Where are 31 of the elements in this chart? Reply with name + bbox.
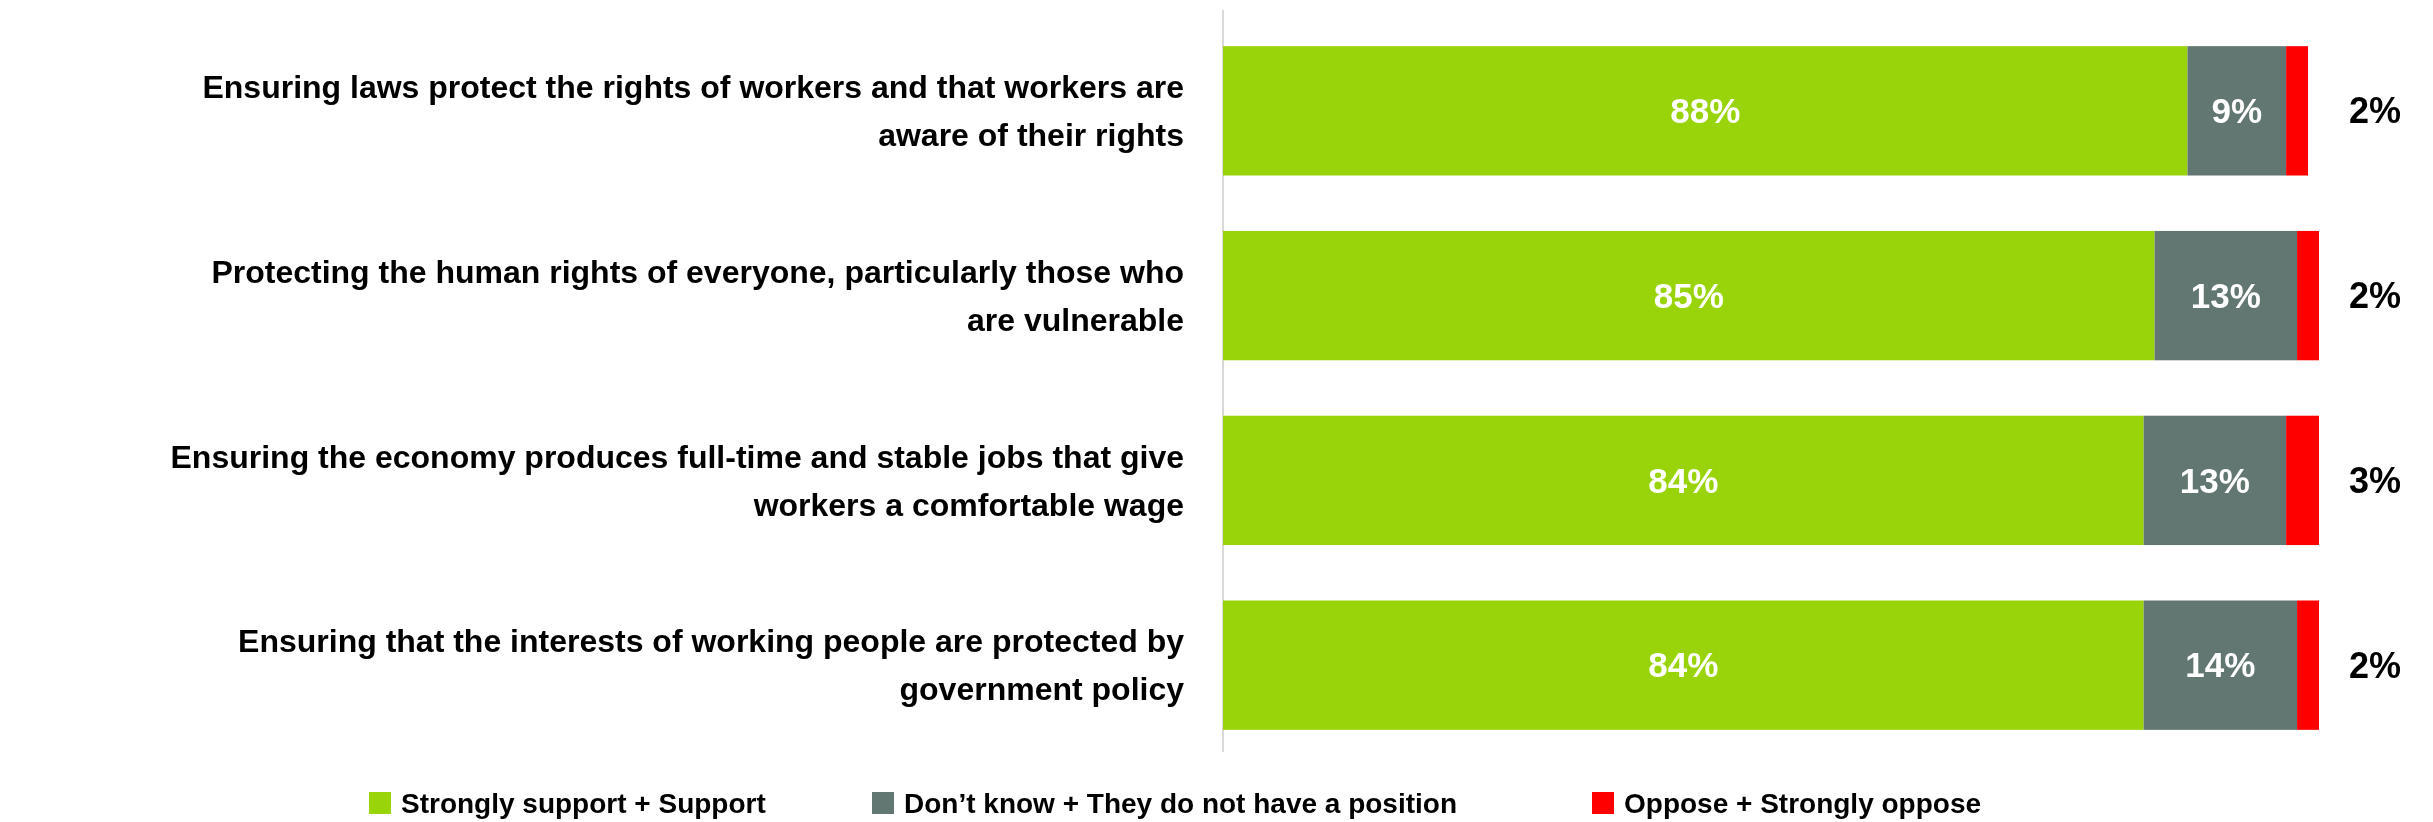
legend-label: Don’t know + They do not have a position xyxy=(904,787,1458,819)
bar xyxy=(2143,415,2287,546)
bar xyxy=(2154,230,2298,361)
data-label: 2% xyxy=(2349,275,2402,317)
data-label: 84% xyxy=(1648,460,1719,500)
data-label: 14% xyxy=(2185,645,2256,685)
data-label: 3% xyxy=(2349,459,2402,501)
data-label: 2% xyxy=(2349,644,2402,686)
y-tick-label: Protecting the human rights of everyone, particularly those who are vulnerable xyxy=(211,253,1184,338)
bar xyxy=(2286,415,2319,546)
legend-label: Oppose + Strongly oppose xyxy=(1624,787,1982,819)
bar xyxy=(2297,230,2319,361)
data-label: 88% xyxy=(1670,91,1741,131)
bar xyxy=(2143,600,2298,730)
bar xyxy=(1223,230,2155,361)
data-label: 13% xyxy=(2179,460,2250,500)
bar xyxy=(1223,600,2144,730)
data-label: 84% xyxy=(1648,645,1719,685)
data-label: 85% xyxy=(1653,275,1724,315)
bar xyxy=(2286,46,2309,176)
data-label: 13% xyxy=(2190,275,2261,315)
y-tick-label: Ensuring laws protect the rights of workers and that workers are aware of their rights xyxy=(202,69,1184,154)
bar xyxy=(1223,46,2188,176)
legend-label: Strongly support + Support xyxy=(401,787,766,819)
bar xyxy=(2187,46,2287,176)
bar xyxy=(2297,600,2319,730)
data-label: 9% xyxy=(2211,91,2263,131)
y-tick-label: Ensuring that the interests of working people are protected by government policy xyxy=(238,623,1185,708)
bar xyxy=(1223,415,2144,546)
y-tick-label: Ensuring the economy produces full-time and stable jobs that give workers a comfortable wage xyxy=(170,438,1184,523)
data-label: 2% xyxy=(2349,90,2402,132)
